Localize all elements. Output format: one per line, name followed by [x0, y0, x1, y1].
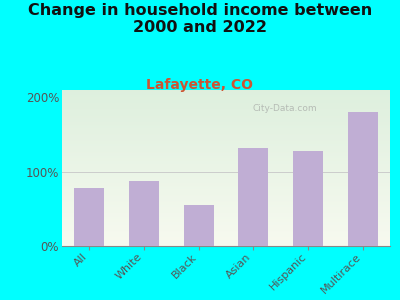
- Text: Lafayette, CO: Lafayette, CO: [146, 78, 254, 92]
- Bar: [129, 181, 159, 246]
- Bar: [348, 112, 378, 246]
- Bar: [74, 188, 104, 246]
- Bar: [238, 148, 268, 246]
- Text: City-Data.com: City-Data.com: [253, 104, 317, 113]
- Text: Change in household income between
2000 and 2022: Change in household income between 2000 …: [28, 3, 372, 35]
- Bar: [184, 205, 214, 246]
- Bar: [293, 151, 323, 246]
